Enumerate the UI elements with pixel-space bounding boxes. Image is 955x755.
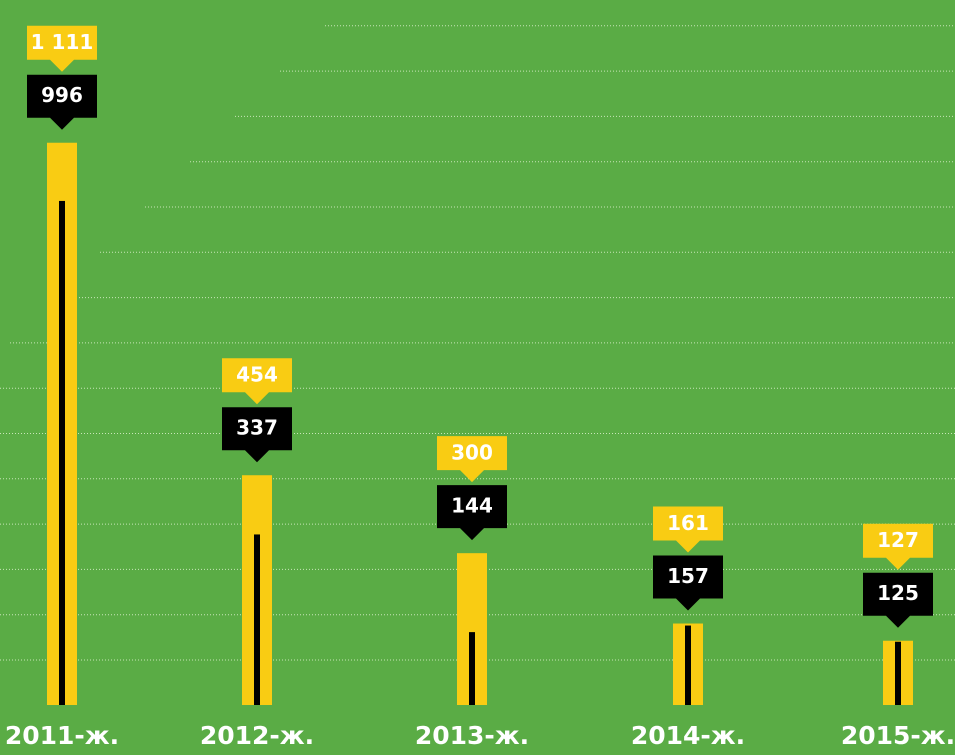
label-box xyxy=(27,74,97,130)
label-box xyxy=(863,523,933,570)
label-box xyxy=(437,436,507,483)
label-box xyxy=(222,407,292,463)
bar xyxy=(895,641,901,705)
bar xyxy=(59,200,65,706)
label-box xyxy=(437,485,507,541)
value-label: 161 xyxy=(667,511,709,535)
bar xyxy=(254,534,260,705)
x-tick-label: 2015-ж. xyxy=(841,721,955,750)
label-box xyxy=(863,572,933,628)
x-tick-label: 2013-ж. xyxy=(415,721,529,750)
value-label: 144 xyxy=(451,494,493,518)
bar xyxy=(685,625,691,705)
bar xyxy=(469,632,475,705)
value-label: 454 xyxy=(236,363,278,387)
value-label: 157 xyxy=(667,564,709,588)
x-tick-label: 2011-ж. xyxy=(5,721,119,750)
value-label: 996 xyxy=(41,83,83,107)
label-box xyxy=(653,555,723,611)
label-box xyxy=(222,358,292,405)
x-tick-label: 2014-ж. xyxy=(631,721,745,750)
value-label: 337 xyxy=(236,416,278,440)
label-box xyxy=(27,25,97,72)
value-label: 1 111 xyxy=(31,30,94,54)
label-box xyxy=(653,506,723,553)
x-tick-label: 2012-ж. xyxy=(200,721,314,750)
value-label: 125 xyxy=(877,581,919,605)
value-label: 127 xyxy=(877,528,919,552)
value-label: 300 xyxy=(451,441,493,465)
